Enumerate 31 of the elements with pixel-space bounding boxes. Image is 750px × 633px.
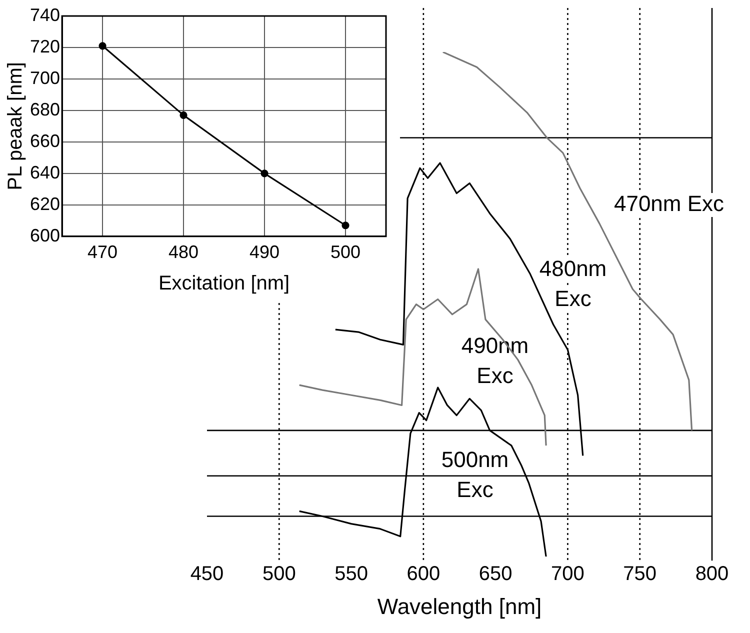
point <box>342 222 350 230</box>
point <box>260 170 268 178</box>
x-tick-label: 470 <box>88 242 118 262</box>
y-tick-label: 600 <box>30 225 60 246</box>
x-tick-label: 650 <box>478 563 512 586</box>
point <box>180 111 188 119</box>
x-tick-label: 600 <box>406 563 440 586</box>
x-tick-label: 450 <box>190 563 224 586</box>
x-tick-label: 700 <box>551 563 584 586</box>
y-tick-label: 720 <box>30 36 60 56</box>
x-tick-label: 500 <box>262 563 296 586</box>
x-tick-label: 490 <box>249 242 280 262</box>
x-tick-label: 750 <box>623 563 657 586</box>
y-tick-label: 640 <box>30 162 60 182</box>
annotation: 470nm Exc <box>614 191 724 216</box>
y-tick-label: 700 <box>30 68 60 88</box>
x-tick-label: 500 <box>330 242 361 262</box>
annotation: 480nm Exc <box>539 256 607 312</box>
annotation: 500nm Exc <box>441 447 509 502</box>
point <box>98 42 106 50</box>
y-tick-label: 740 <box>30 4 60 25</box>
x-tick-label: 800 <box>695 563 729 586</box>
y-axis-title: PL peaak [nm] <box>4 62 27 190</box>
y-tick-label: 680 <box>30 99 60 120</box>
x-axis-title: Wavelength [nm] <box>377 594 542 619</box>
x-tick-label: 480 <box>168 242 199 262</box>
x-tick-label: 550 <box>334 563 368 586</box>
annotation: 490nm Exc <box>461 333 529 388</box>
y-tick-label: 660 <box>30 130 60 151</box>
y-tick-label: 620 <box>30 194 60 214</box>
x-axis-title: Excitation [nm] <box>158 272 290 295</box>
